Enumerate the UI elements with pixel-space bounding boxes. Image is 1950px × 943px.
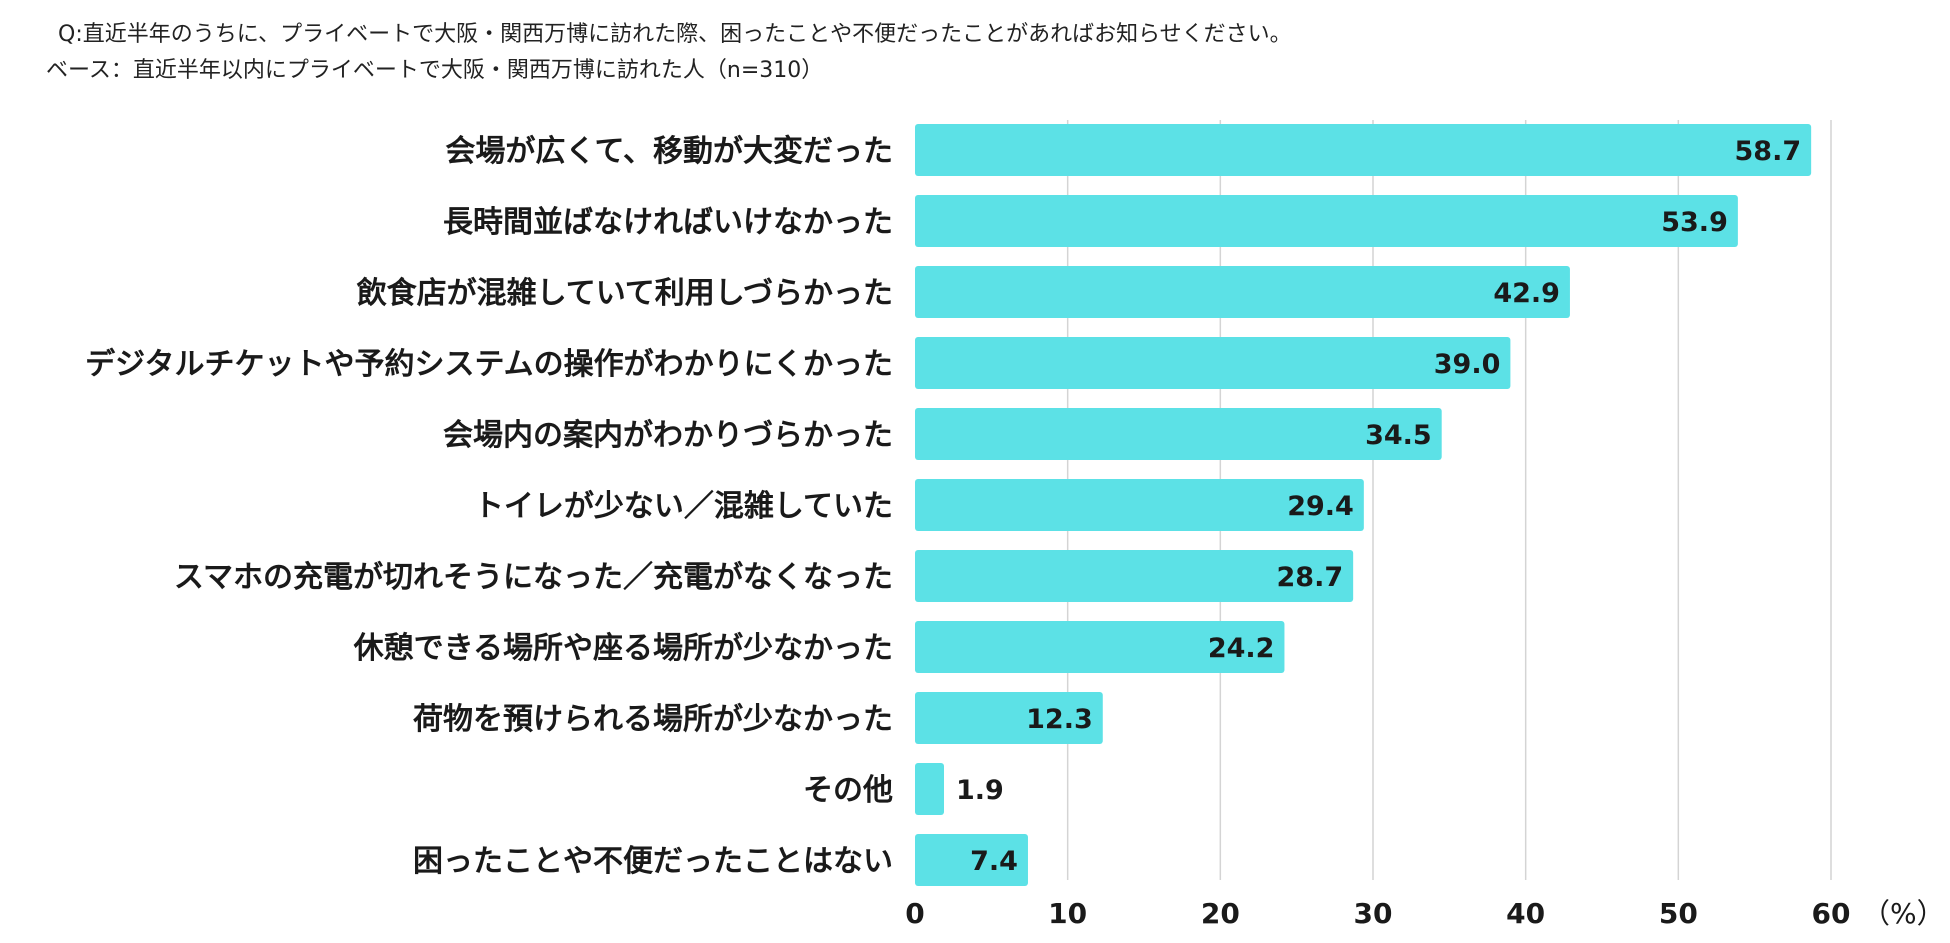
x-tick-label-40: 40 bbox=[1506, 897, 1545, 930]
category-label-7: スマホの充電が切れそうになった／充電がなくなった bbox=[174, 560, 893, 595]
category-label-3: 飲食店が混雑していて利用しづらかった bbox=[357, 276, 893, 311]
category-label-9: 荷物を預けられる場所が少なかった bbox=[413, 702, 893, 737]
bar-10 bbox=[915, 763, 945, 815]
value-label-1: 58.7 bbox=[1735, 136, 1802, 167]
value-label-10: 1.9 bbox=[956, 775, 1004, 806]
category-label-8: 休憩できる場所や座る場所が少なかった bbox=[353, 631, 893, 666]
value-label-6: 29.4 bbox=[1287, 491, 1354, 522]
bar-1 bbox=[915, 124, 1812, 176]
category-label-11: 困ったことや不便だったことはない bbox=[413, 844, 893, 879]
category-label-6: トイレが少ない／混雑していた bbox=[474, 489, 893, 524]
bars: 58.7 53.9 42.9 39.0 34.5 29.4 28.7 24.2 12.3 1.9 7… bbox=[915, 124, 1812, 886]
bar-3 bbox=[915, 266, 1570, 318]
x-tick-label-10: 10 bbox=[1048, 897, 1087, 930]
x-tick-label-60: 60 bbox=[1812, 897, 1851, 930]
x-tick-label-50: 50 bbox=[1659, 897, 1698, 930]
value-label-2: 53.9 bbox=[1661, 207, 1728, 238]
category-label-2: 長時間並ばなければいけなかった bbox=[443, 205, 893, 240]
bar-2 bbox=[915, 195, 1738, 247]
category-label-10: その他 bbox=[803, 773, 893, 808]
bar-11 bbox=[915, 834, 1028, 886]
value-label-8: 24.2 bbox=[1208, 633, 1275, 664]
x-tick-label-30: 30 bbox=[1354, 897, 1393, 930]
value-label-4: 39.0 bbox=[1434, 349, 1501, 380]
bar-5 bbox=[915, 408, 1442, 460]
x-tick-label-0: 0 bbox=[905, 897, 924, 930]
bar-6 bbox=[915, 479, 1364, 531]
value-label-7: 28.7 bbox=[1277, 562, 1344, 593]
base-text: ベース：直近半年以内にプライベートで大阪・関西万博に訪れた人（n=310） bbox=[46, 58, 824, 83]
category-label-4: デジタルチケットや予約システムの操作がわかりにくかった bbox=[85, 347, 893, 382]
value-label-9: 12.3 bbox=[1026, 704, 1093, 735]
bar-7 bbox=[915, 550, 1354, 602]
bar-9 bbox=[915, 692, 1103, 744]
value-label-11: 7.4 bbox=[970, 846, 1018, 877]
bar-4 bbox=[915, 337, 1511, 389]
value-label-3: 42.9 bbox=[1493, 278, 1560, 309]
value-label-5: 34.5 bbox=[1365, 420, 1432, 451]
category-label-5: 会場内の案内がわかりづらかった bbox=[443, 418, 893, 453]
x-tick-label-20: 20 bbox=[1201, 897, 1240, 930]
x-axis-unit-label: （%） bbox=[1862, 897, 1945, 930]
bar-8 bbox=[915, 621, 1285, 673]
category-labels: 会場が広くて、移動が大変だった長時間並ばなければいけなかった飲食店が混雑していて… bbox=[85, 134, 893, 879]
question-text: Q:直近半年のうちに、プライベートで大阪・関西万博に訪れた際、困ったことや不便だ… bbox=[58, 22, 1292, 47]
x-axis-ticks: 0 10 20 30 40 50 60 bbox=[905, 897, 1850, 930]
category-label-1: 会場が広くて、移動が大変だった bbox=[445, 134, 893, 169]
